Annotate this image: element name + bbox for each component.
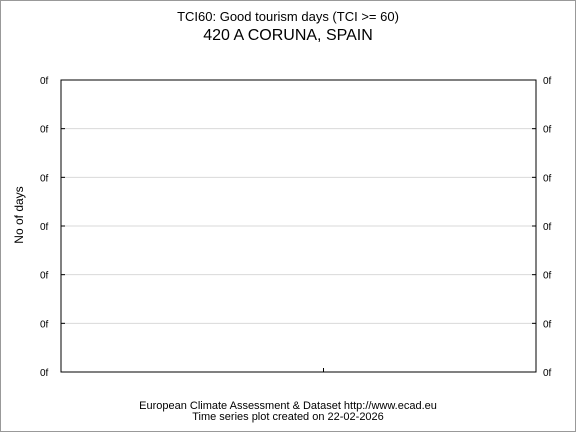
chart-subtitle: 420 A CORUNA, SPAIN [203,27,373,44]
y-tick-label-right: 0f [543,125,552,136]
y-tick-label-left: 0f [40,368,49,379]
y-tick-label-right: 0f [543,173,552,184]
y-tick-label-right: 0f [543,76,552,87]
y-tick-label-left: 0f [40,319,49,330]
footer-created: Time series plot created on 22-02-2026 [192,411,384,423]
footer-source: European Climate Assessment & Dataset ht… [139,400,437,412]
y-tick-label-right: 0f [543,319,552,330]
y-tick-label-left: 0f [40,222,49,233]
y-tick-label-left: 0f [40,76,49,87]
y-tick-label-left: 0f [40,125,49,136]
chart-title: TCI60: Good tourism days (TCI >= 60) [177,9,399,24]
y-tick-label-right: 0f [543,368,552,379]
y-tick-label-left: 0f [40,271,49,282]
y-tick-label-right: 0f [543,222,552,233]
y-tick-label-left: 0f [40,173,49,184]
y-tick-label-right: 0f [543,271,552,282]
